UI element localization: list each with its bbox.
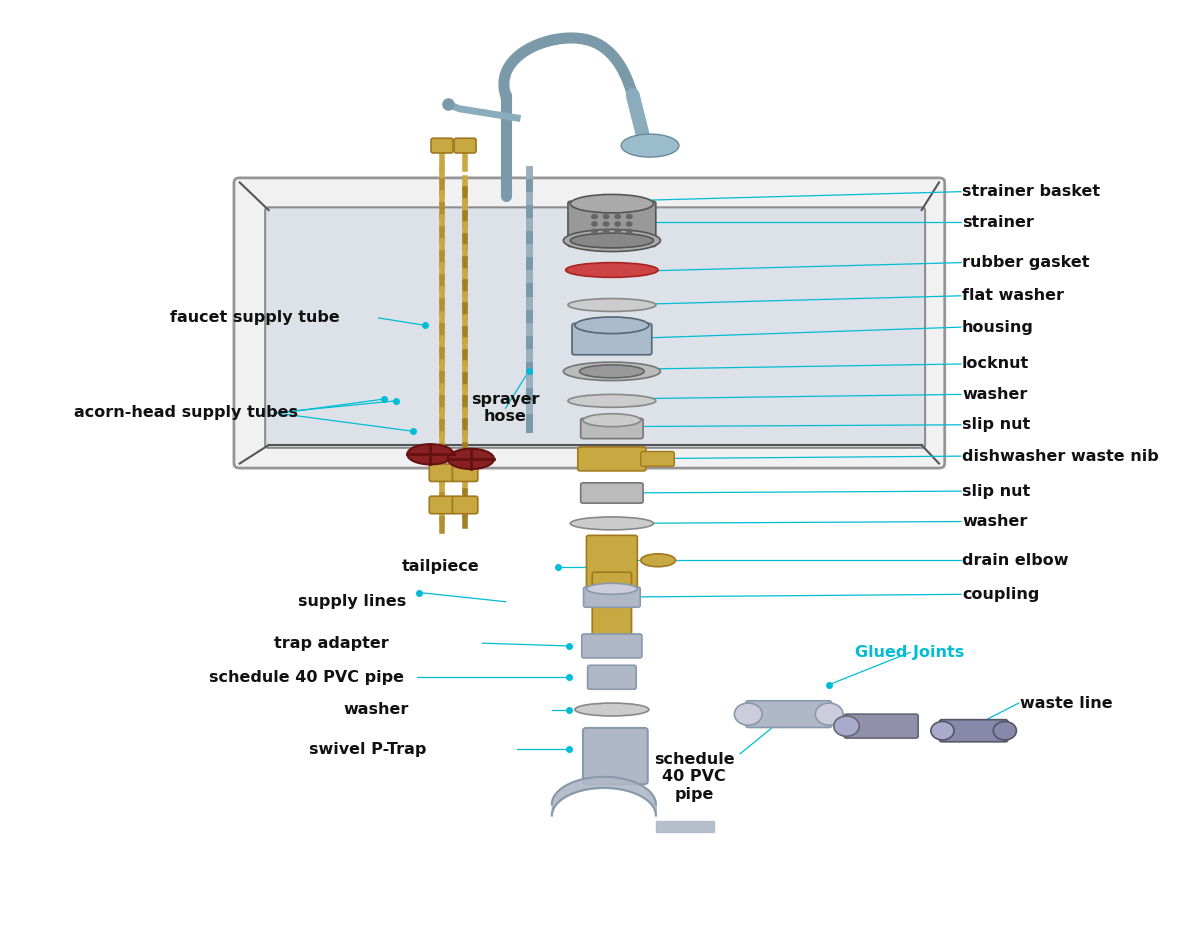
FancyBboxPatch shape [583,728,648,784]
FancyBboxPatch shape [265,208,925,448]
FancyBboxPatch shape [452,464,478,481]
Text: housing: housing [962,320,1034,335]
Text: slip nut: slip nut [962,484,1031,499]
Ellipse shape [565,262,658,277]
FancyBboxPatch shape [430,464,455,481]
Ellipse shape [575,317,649,334]
FancyBboxPatch shape [234,178,944,468]
Ellipse shape [563,230,660,251]
FancyBboxPatch shape [582,634,642,658]
FancyBboxPatch shape [588,666,636,690]
Ellipse shape [815,703,844,725]
FancyBboxPatch shape [940,719,1008,742]
Circle shape [614,229,622,234]
FancyBboxPatch shape [583,587,640,607]
Ellipse shape [641,553,676,566]
Text: swivel P-Trap: swivel P-Trap [310,742,426,756]
Text: schedule
40 PVC
pipe: schedule 40 PVC pipe [654,752,734,802]
Ellipse shape [734,703,762,725]
Text: faucet supply tube: faucet supply tube [170,311,340,325]
Ellipse shape [622,134,679,157]
FancyBboxPatch shape [641,451,674,466]
FancyBboxPatch shape [577,447,646,471]
FancyBboxPatch shape [587,536,637,590]
Text: strainer: strainer [962,214,1034,230]
Text: slip nut: slip nut [962,417,1031,432]
Text: flat washer: flat washer [962,288,1064,303]
Text: dishwasher waste nib: dishwasher waste nib [962,449,1159,464]
Ellipse shape [568,298,656,311]
Ellipse shape [568,394,656,407]
Ellipse shape [580,365,644,378]
FancyBboxPatch shape [593,572,631,641]
FancyBboxPatch shape [430,496,455,514]
Text: rubber gasket: rubber gasket [962,255,1090,270]
FancyBboxPatch shape [746,701,832,728]
Circle shape [592,229,598,234]
Text: tailpiece: tailpiece [402,559,479,574]
Text: washer: washer [962,514,1027,529]
Text: washer: washer [343,702,409,717]
Text: waste line: waste line [1020,695,1112,711]
Ellipse shape [994,721,1016,740]
Text: washer: washer [962,387,1027,402]
Circle shape [602,222,610,227]
Circle shape [625,214,632,220]
FancyBboxPatch shape [572,324,652,355]
Text: acorn-head supply tubes: acorn-head supply tubes [74,405,299,420]
Ellipse shape [407,444,454,464]
Text: locknut: locknut [962,357,1030,372]
FancyBboxPatch shape [454,138,476,153]
Circle shape [602,229,610,234]
Ellipse shape [931,721,954,740]
Circle shape [592,222,598,227]
Ellipse shape [570,233,654,248]
Circle shape [592,214,598,220]
FancyBboxPatch shape [568,201,656,247]
FancyBboxPatch shape [844,714,918,738]
FancyBboxPatch shape [581,418,643,438]
Text: supply lines: supply lines [298,594,406,609]
Text: coupling: coupling [962,587,1039,602]
Ellipse shape [570,517,654,530]
Circle shape [614,214,622,220]
Circle shape [625,229,632,234]
Ellipse shape [583,413,641,426]
Circle shape [614,222,622,227]
Ellipse shape [587,583,637,594]
FancyBboxPatch shape [431,138,452,153]
Text: trap adapter: trap adapter [275,636,389,651]
Text: strainer basket: strainer basket [962,184,1100,199]
Text: schedule 40 PVC pipe: schedule 40 PVC pipe [209,670,403,685]
Ellipse shape [448,449,494,469]
FancyBboxPatch shape [452,496,478,514]
Ellipse shape [575,703,649,716]
Ellipse shape [834,716,859,736]
Circle shape [602,214,610,220]
FancyBboxPatch shape [581,483,643,503]
Text: drain elbow: drain elbow [962,552,1068,567]
Text: Glued Joints: Glued Joints [856,645,965,660]
Ellipse shape [563,362,660,381]
Circle shape [625,222,632,227]
Ellipse shape [570,195,654,213]
Text: sprayer
hose: sprayer hose [472,392,540,425]
